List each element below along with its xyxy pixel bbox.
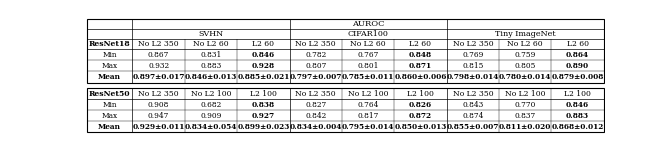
Text: 0.929±0.011: 0.929±0.011 bbox=[132, 123, 185, 131]
Text: 0.928: 0.928 bbox=[252, 62, 275, 70]
Text: 0.801: 0.801 bbox=[358, 62, 379, 70]
Text: ResNet50: ResNet50 bbox=[89, 90, 130, 98]
Text: 0.860±0.006: 0.860±0.006 bbox=[394, 73, 447, 81]
Text: Max: Max bbox=[101, 62, 118, 70]
Text: No L2 100: No L2 100 bbox=[505, 90, 546, 98]
Text: No L2 60: No L2 60 bbox=[193, 40, 228, 48]
Text: 0.811±0.020: 0.811±0.020 bbox=[499, 123, 552, 131]
Text: 0.780±0.014: 0.780±0.014 bbox=[499, 73, 552, 81]
Text: 0.827: 0.827 bbox=[305, 100, 327, 109]
Text: No L2 350: No L2 350 bbox=[296, 40, 336, 48]
Text: 0.797±0.007: 0.797±0.007 bbox=[290, 73, 342, 81]
Text: 0.883: 0.883 bbox=[200, 62, 222, 70]
Bar bbox=[87, 19, 603, 82]
Text: 0.842: 0.842 bbox=[305, 112, 327, 120]
Text: 0.770: 0.770 bbox=[515, 100, 536, 109]
Text: 0.890: 0.890 bbox=[566, 62, 589, 70]
Text: 0.846: 0.846 bbox=[252, 51, 275, 59]
Text: 0.899±0.023: 0.899±0.023 bbox=[237, 123, 290, 131]
Text: No L2 60: No L2 60 bbox=[350, 40, 386, 48]
Text: 0.846: 0.846 bbox=[566, 100, 589, 109]
Text: 0.885±0.021: 0.885±0.021 bbox=[237, 73, 290, 81]
Text: L2 100: L2 100 bbox=[407, 90, 434, 98]
Text: No L2 100: No L2 100 bbox=[191, 90, 231, 98]
Text: 0.855±0.007: 0.855±0.007 bbox=[447, 123, 499, 131]
Text: 0.871: 0.871 bbox=[409, 62, 432, 70]
Text: L2 100: L2 100 bbox=[564, 90, 591, 98]
Text: 0.927: 0.927 bbox=[252, 112, 275, 120]
Text: 0.837: 0.837 bbox=[515, 112, 536, 120]
Text: 0.798±0.014: 0.798±0.014 bbox=[447, 73, 499, 81]
Text: Tiny ImageNet: Tiny ImageNet bbox=[495, 30, 556, 38]
Text: ResNet18: ResNet18 bbox=[89, 40, 130, 48]
Text: 0.769: 0.769 bbox=[462, 51, 484, 59]
Text: 0.883: 0.883 bbox=[566, 112, 589, 120]
Text: 0.909: 0.909 bbox=[200, 112, 222, 120]
Text: 0.947: 0.947 bbox=[148, 112, 169, 120]
Text: No L2 60: No L2 60 bbox=[507, 40, 543, 48]
Text: 0.908: 0.908 bbox=[148, 100, 169, 109]
Text: No L2 350: No L2 350 bbox=[296, 90, 336, 98]
Text: 0.838: 0.838 bbox=[252, 100, 275, 109]
Text: CIFAR100: CIFAR100 bbox=[347, 30, 388, 38]
Text: 0.764: 0.764 bbox=[358, 100, 379, 109]
Text: 0.834±0.004: 0.834±0.004 bbox=[290, 123, 342, 131]
Bar bbox=[87, 88, 603, 132]
Text: L2 60: L2 60 bbox=[253, 40, 274, 48]
Text: No L2 350: No L2 350 bbox=[452, 90, 493, 98]
Text: SVHN: SVHN bbox=[198, 30, 224, 38]
Text: No L2 100: No L2 100 bbox=[348, 90, 388, 98]
Text: Min: Min bbox=[102, 51, 117, 59]
Text: 0.831: 0.831 bbox=[200, 51, 222, 59]
Text: 0.785±0.011: 0.785±0.011 bbox=[342, 73, 394, 81]
Text: 0.846±0.013: 0.846±0.013 bbox=[185, 73, 237, 81]
Text: L2 60: L2 60 bbox=[566, 40, 589, 48]
Text: 0.682: 0.682 bbox=[200, 100, 222, 109]
Text: Max: Max bbox=[101, 112, 118, 120]
Text: 0.759: 0.759 bbox=[515, 51, 536, 59]
Text: 0.815: 0.815 bbox=[462, 62, 484, 70]
Text: Mean: Mean bbox=[98, 73, 121, 81]
Text: 0.897±0.017: 0.897±0.017 bbox=[132, 73, 185, 81]
Text: L2 100: L2 100 bbox=[250, 90, 277, 98]
Text: L2 60: L2 60 bbox=[409, 40, 431, 48]
Text: No L2 350: No L2 350 bbox=[138, 90, 179, 98]
Text: 0.868±0.012: 0.868±0.012 bbox=[552, 123, 603, 131]
Text: 0.805: 0.805 bbox=[515, 62, 536, 70]
Text: 0.850±0.013: 0.850±0.013 bbox=[394, 123, 447, 131]
Text: 0.879±0.008: 0.879±0.008 bbox=[552, 73, 603, 81]
Text: AUROC: AUROC bbox=[352, 20, 384, 28]
Text: 0.874: 0.874 bbox=[462, 112, 484, 120]
Text: No L2 350: No L2 350 bbox=[452, 40, 493, 48]
Text: 0.867: 0.867 bbox=[148, 51, 169, 59]
Text: No L2 350: No L2 350 bbox=[138, 40, 179, 48]
Text: 0.795±0.014: 0.795±0.014 bbox=[342, 123, 394, 131]
Text: 0.817: 0.817 bbox=[358, 112, 379, 120]
Text: Min: Min bbox=[102, 100, 117, 109]
Text: 0.807: 0.807 bbox=[305, 62, 327, 70]
Text: 0.843: 0.843 bbox=[462, 100, 483, 109]
Text: 0.782: 0.782 bbox=[305, 51, 327, 59]
Text: 0.826: 0.826 bbox=[409, 100, 432, 109]
Text: 0.834±0.054: 0.834±0.054 bbox=[185, 123, 237, 131]
Text: 0.932: 0.932 bbox=[148, 62, 169, 70]
Text: 0.864: 0.864 bbox=[566, 51, 589, 59]
Text: 0.872: 0.872 bbox=[409, 112, 432, 120]
Text: 0.767: 0.767 bbox=[358, 51, 379, 59]
Text: Mean: Mean bbox=[98, 123, 121, 131]
Text: 0.848: 0.848 bbox=[409, 51, 432, 59]
